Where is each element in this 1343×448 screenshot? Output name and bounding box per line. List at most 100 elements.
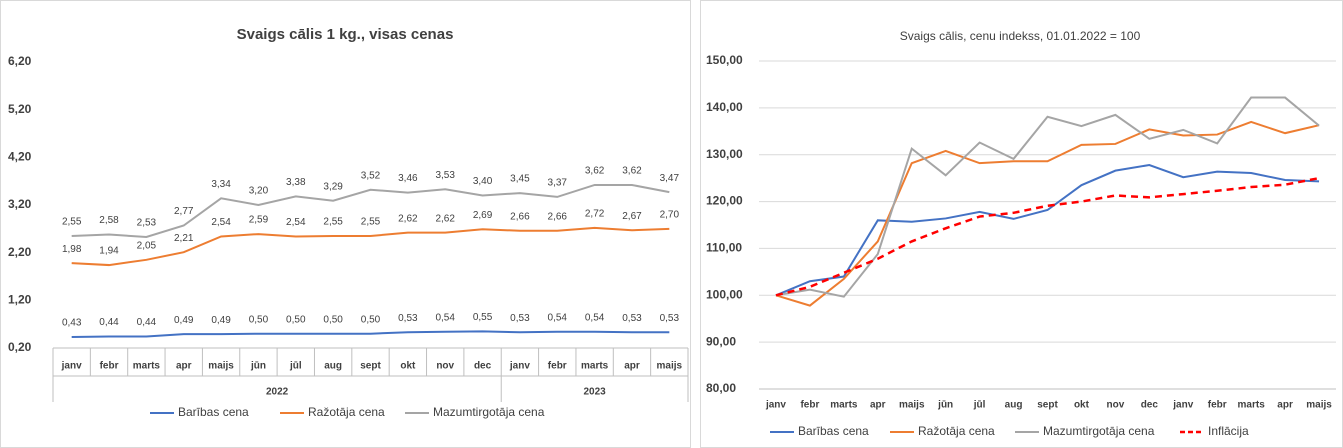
data-label: 2,67	[622, 211, 642, 222]
legend-label: Ražotāja cena	[308, 405, 385, 419]
x-tick-label: nov	[436, 361, 454, 372]
legend-label: Mazumtirgotāja cena	[433, 405, 545, 419]
data-label: 3,47	[660, 173, 680, 184]
x-tick-label: janv	[509, 361, 530, 372]
data-label: 3,52	[361, 170, 381, 181]
y-tick-label: 1,20	[8, 293, 32, 307]
y-tick-label: 3,20	[8, 197, 32, 211]
data-label: 2,62	[398, 213, 418, 224]
x-tick-label: dec	[1141, 400, 1159, 411]
legend-label: Ražotāja cena	[918, 424, 995, 438]
data-label: 3,46	[398, 173, 418, 184]
x-tick-label: maijs	[657, 361, 683, 372]
data-label: 2,05	[137, 240, 157, 251]
data-label: 0,53	[660, 313, 680, 324]
data-label: 0,49	[174, 315, 194, 326]
data-label: 0,50	[286, 314, 306, 325]
x-tick-label: maijs	[208, 361, 234, 372]
y-tick-label: 6,20	[8, 54, 32, 68]
x-tick-label: janv	[1172, 400, 1193, 411]
data-label: 0,49	[211, 315, 231, 326]
x-tick-label: sept	[1037, 400, 1058, 411]
chart-title: Svaigs cālis, cenu indekss, 01.01.2022 =…	[900, 29, 1141, 43]
legend-label: Inflācija	[1208, 424, 1249, 438]
data-label: 2,69	[473, 210, 493, 221]
x-tick-label: dec	[474, 361, 492, 372]
x-tick-label: febr	[800, 400, 819, 411]
data-label: 1,98	[62, 244, 82, 255]
data-label: 2,77	[174, 206, 194, 217]
y-tick-label: 2,20	[8, 245, 32, 259]
x-tick-label: nov	[1106, 400, 1124, 411]
data-label: 2,55	[323, 217, 343, 228]
data-label: 0,54	[585, 312, 605, 323]
data-label: 2,54	[211, 217, 231, 228]
data-label: 2,72	[585, 209, 605, 220]
x-tick-label: marts	[133, 361, 161, 372]
series-line	[71, 226, 670, 267]
x-tick-label: jūn	[937, 400, 953, 411]
data-label: 2,62	[435, 213, 455, 224]
series-line	[71, 183, 670, 238]
y-tick-label: 4,20	[8, 150, 32, 164]
data-label: 2,66	[548, 211, 568, 222]
data-label: 0,54	[435, 312, 455, 323]
data-label: 0,55	[473, 312, 493, 323]
data-label: 3,53	[435, 170, 455, 181]
x-tick-label: febr	[100, 361, 119, 372]
series-line	[775, 96, 1320, 298]
data-label: 3,34	[211, 179, 231, 190]
x-tick-label: jūn	[250, 361, 266, 372]
x-tick-label: marts	[1238, 400, 1266, 411]
data-label: 2,59	[249, 215, 269, 226]
y-tick-label: 150,00	[706, 53, 743, 67]
data-label: 3,45	[510, 174, 530, 185]
series-line	[775, 163, 1320, 297]
data-label: 0,53	[398, 313, 418, 324]
data-label: 0,50	[361, 314, 381, 325]
data-label: 2,55	[361, 217, 381, 228]
series-line	[775, 120, 1320, 307]
data-label: 0,43	[62, 318, 82, 329]
data-label: 3,20	[249, 186, 269, 197]
x-tick-label: janv	[61, 361, 82, 372]
y-tick-label: 80,00	[706, 381, 736, 395]
data-label: 3,37	[548, 178, 568, 189]
y-tick-label: 100,00	[706, 287, 743, 301]
y-tick-label: 110,00	[706, 241, 742, 255]
data-label: 2,58	[99, 215, 119, 226]
y-tick-label: 90,00	[706, 334, 736, 348]
x-tick-label: febr	[548, 361, 567, 372]
data-label: 0,50	[323, 314, 343, 325]
data-label: 0,44	[99, 317, 119, 328]
data-label: 3,62	[585, 166, 605, 177]
x-tick-label: apr	[870, 400, 886, 411]
year-label: 2023	[583, 387, 606, 398]
x-tick-label: apr	[624, 361, 640, 372]
data-label: 2,55	[62, 217, 82, 228]
data-label: 1,94	[99, 246, 119, 257]
x-tick-label: febr	[1208, 400, 1227, 411]
x-tick-label: okt	[400, 361, 416, 372]
data-label: 0,44	[137, 317, 157, 328]
x-tick-label: aug	[1005, 400, 1023, 411]
x-tick-label: apr	[1277, 400, 1293, 411]
x-tick-label: maijs	[1306, 400, 1332, 411]
data-label: 0,53	[622, 313, 642, 324]
legend-label: Barības cena	[178, 405, 249, 419]
x-tick-label: marts	[830, 400, 858, 411]
right-panel	[700, 0, 1343, 448]
series-line	[71, 330, 670, 339]
data-label: 2,70	[660, 209, 680, 220]
x-tick-label: jūl	[973, 400, 986, 411]
data-label: 3,29	[323, 181, 343, 192]
data-label: 3,38	[286, 177, 306, 188]
legend-label: Barības cena	[798, 424, 869, 438]
y-tick-label: 5,20	[8, 102, 32, 116]
year-label: 2022	[266, 387, 289, 398]
y-tick-label: 140,00	[706, 100, 743, 114]
data-label: 3,40	[473, 176, 493, 187]
data-label: 2,53	[137, 218, 157, 229]
x-tick-label: janv	[765, 400, 786, 411]
